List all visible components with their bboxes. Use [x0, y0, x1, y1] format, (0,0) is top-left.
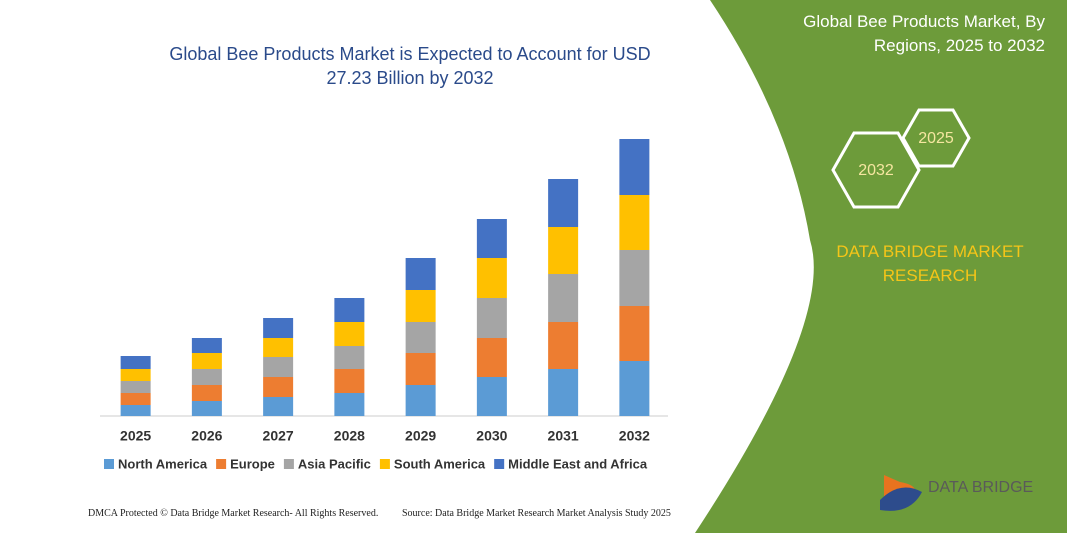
bar-segment: [619, 306, 650, 361]
legend-label: Asia Pacific: [298, 456, 371, 471]
bar-segment: [405, 353, 436, 385]
bar-segment: [120, 369, 151, 381]
legend-swatch: [494, 459, 505, 469]
bar-segment: [191, 353, 222, 369]
bar-segment: [476, 338, 507, 377]
bar-segment: [548, 369, 579, 416]
chart-title: Global Bee Products Market is Expected t…: [169, 44, 651, 88]
footer-right: Source: Data Bridge Market Research Mark…: [402, 508, 671, 519]
hex-label: 2032: [858, 162, 894, 179]
bar-segment: [476, 377, 507, 416]
legend-label: South America: [394, 456, 486, 471]
x-tick-label: 2030: [476, 428, 507, 444]
x-tick-label: 2031: [548, 428, 579, 444]
x-tick-label: 2025: [120, 428, 151, 444]
bar-segment: [334, 369, 365, 393]
hexagon: [831, 131, 921, 209]
bar-segment: [191, 338, 222, 353]
bar-segment: [619, 195, 650, 250]
bar-segment: [619, 250, 650, 306]
bar-segment: [120, 356, 151, 369]
legend-swatch: [283, 459, 294, 469]
bar-segment: [548, 322, 579, 369]
bar-segment: [476, 298, 507, 338]
legend-label: Middle East and Africa: [508, 456, 648, 471]
bar-segment: [263, 397, 294, 416]
logo-mark: [880, 487, 922, 511]
bar-segment: [405, 258, 436, 290]
legend-swatch: [216, 459, 227, 469]
bar-segment: [334, 298, 365, 322]
bar-segment: [619, 139, 650, 195]
bar-segment: [120, 393, 151, 405]
bar-segment: [619, 361, 650, 416]
logo-text: DATA BRIDGE: [928, 479, 1033, 496]
bar-segment: [548, 227, 579, 274]
green-panel: [695, 0, 1067, 533]
bar-segment: [263, 338, 294, 357]
brand: DATA BRIDGE MARKET RESEARCH: [836, 242, 1024, 285]
bar-segment: [334, 322, 365, 346]
bar-segment: [405, 290, 436, 322]
bar-segment: [191, 401, 222, 416]
hexagon: [901, 108, 971, 168]
legend-swatch: [379, 459, 390, 469]
legend-swatch: [104, 459, 114, 469]
bar-segment: [263, 357, 294, 377]
bar-segment: [476, 258, 507, 298]
bar-segment: [120, 405, 151, 416]
bar-segment: [548, 179, 579, 227]
bar-segment: [405, 385, 436, 416]
x-tick-label: 2027: [263, 428, 294, 444]
x-tick-label: 2028: [334, 428, 365, 444]
bar-segment: [334, 346, 365, 369]
bar-segment: [263, 377, 294, 397]
x-tick-label: 2032: [619, 428, 650, 444]
bar-segment: [191, 369, 222, 385]
x-tick-label: 2029: [405, 428, 436, 444]
bar-segment: [191, 385, 222, 401]
bar-segment: [476, 219, 507, 258]
bar-segment: [405, 322, 436, 353]
footer-left: DMCA Protected © Data Bridge Market Rese…: [88, 508, 379, 519]
hex-label: 2025: [918, 130, 954, 147]
legend-label: North America: [118, 456, 208, 471]
bar-segment: [334, 393, 365, 416]
panel-title: Global Bee Products Market, By Regions, …: [803, 12, 1045, 55]
bar-segment: [120, 381, 151, 393]
x-tick-label: 2026: [191, 428, 222, 444]
legend-label: Europe: [230, 456, 275, 471]
bar-segment: [548, 274, 579, 322]
bar-segment: [263, 318, 294, 338]
